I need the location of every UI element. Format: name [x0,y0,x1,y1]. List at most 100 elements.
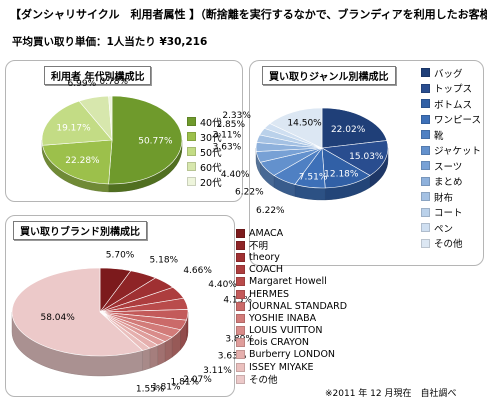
legend-item: ペン [421,220,481,236]
legend-swatch [236,313,245,323]
legend-swatch [236,289,245,299]
legend-item: theory [236,251,347,263]
legend-label: LOUIS VUITTON [249,325,323,337]
legend-swatch [421,83,430,93]
page-header: 【ダンシャリサイクル 利用者属性 】（断捨離を実行するなかで、ブランディアを利用… [10,8,487,21]
legend-item: LOUIS VUITTON [236,325,347,337]
slice-0 [321,107,388,149]
pie-slices [41,95,183,185]
data-label-3: 6.99% [68,79,97,89]
pie-data-labels: 22.02% 15.03% 12.18%7.51% 6.22% 6.22% 4.40% 3.… [213,111,384,216]
legend-item: JOURNAL STANDARD [236,300,347,312]
legend-item: Margaret Howell [236,276,347,288]
genre-chart-title: 買い取りジャンル別構成比 [262,66,396,85]
legend-item: まとめ [421,174,481,190]
slice-1 [321,140,389,176]
legend-item: 不明 [236,239,347,253]
legend-label: その他 [434,239,463,251]
legend-swatch [187,147,196,156]
legend-item: ISSEY MIYAKE [236,361,347,373]
brand-chart-title: 買い取りブランド別構成比 [13,221,147,240]
legend-swatch [421,238,430,248]
legend-label: トップス [434,84,473,96]
legend-swatch [421,176,430,186]
legend-swatch [236,350,245,360]
data-label-11: 1.55% [136,385,165,395]
legend-label: AMACA [249,227,284,239]
legend-label: その他 [249,375,278,387]
legend-swatch [187,117,196,126]
legend-swatch [236,228,245,238]
data-label-6: 4.40% [221,170,250,180]
legend-item: 20代 [187,174,222,189]
legend-swatch [421,161,430,171]
data-label-2: 19.17% [56,123,91,133]
data-label-3: 7.51% [299,172,328,182]
data-label-8: 3.11% [213,131,242,141]
legend-swatch [187,177,196,186]
slice-4 [108,95,113,141]
legend-swatch [421,192,430,202]
data-label-7: 3.63% [213,143,242,153]
legend-item: 40代 [187,114,222,129]
slice-0 [108,95,183,185]
data-label-6: 3.63% [218,352,247,362]
data-label-0: 50.77% [138,137,173,147]
legend-item: その他 [236,373,347,387]
legend-label: コート [434,208,463,220]
age-chart-title: 利用者 年代別構成比 [44,66,152,85]
legend-label: ワンピース [434,115,482,127]
data-label-4: 0.78% [99,77,128,87]
legend-label: JOURNAL STANDARD [249,300,348,312]
legend-label: 20代 [200,177,222,189]
legend-label: Margaret Howell [249,276,327,288]
pie-slices [11,267,189,357]
legend-swatch [236,301,245,311]
legend-swatch [236,252,245,262]
slice-12 [11,267,144,357]
legend-swatch [236,265,245,275]
legend-label: COACH [249,264,284,276]
data-label-2: 12.18% [324,169,359,179]
legend-label: 不明 [249,241,269,253]
pie-slices [255,107,389,189]
legend-item: Lois CRAYON [236,337,347,349]
legend-swatch [421,130,430,140]
data-label-8: 2.07% [183,375,212,385]
legend-item: 60代 [187,159,222,174]
legend-item: その他 [421,236,481,252]
legend-label: 靴 [434,130,444,142]
data-label-0: 5.70% [106,251,135,261]
legend-label: 30代 [200,132,222,144]
legend-item: 靴 [421,127,481,143]
data-label-9: 2.85% [216,120,245,130]
legend-item: YOSHIE INABA [236,312,347,324]
legend-item: HERMES [236,288,347,300]
legend-swatch [236,362,245,372]
legend-label: バッグ [434,68,463,80]
legend-label: 財布 [434,192,454,204]
age-legend: 40代 30代 50代 60代 20代 [187,114,222,189]
legend-swatch [236,374,245,384]
legend-swatch [421,145,430,155]
data-label-4: 6.22% [256,206,285,216]
legend-item: コート [421,205,481,221]
legend-swatch [421,99,430,109]
data-label-1: 15.03% [349,152,384,162]
data-label-2: 4.66% [183,266,212,276]
slice-2 [41,100,113,146]
legend-swatch [421,68,430,78]
legend-label: ペン [434,223,454,235]
legend-label: 50代 [200,147,222,159]
legend-item: 50代 [187,144,222,159]
legend-label: HERMES [249,288,289,300]
pie-sides [255,147,389,201]
legend-swatch [236,277,245,287]
genre-legend: バッグ トップス ボトムス ワンピース靴ジャケット スーツ まとめ 財布 コート ペン その他 [421,65,481,251]
legend-swatch [187,132,196,141]
average-price: 平均買い取り単価：1人当たり ¥30,216 [12,36,208,48]
legend-swatch [236,240,245,250]
data-label-4: 4.15% [223,296,252,306]
